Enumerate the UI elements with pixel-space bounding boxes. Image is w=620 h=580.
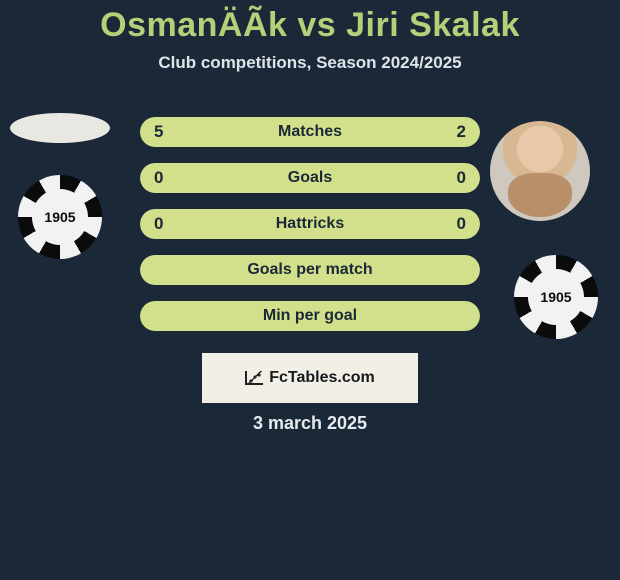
- club-right-year: 1905: [528, 269, 584, 325]
- stat-label: Goals per match: [140, 255, 480, 285]
- comparison-stage: 1905 1905 52Matches 00Goals 00Hattricks Goa…: [0, 99, 620, 349]
- stat-row: Min per goal: [140, 301, 480, 331]
- stat-row: 00Hattricks: [140, 209, 480, 239]
- stat-row: 00Goals: [140, 163, 480, 193]
- stat-label: Hattricks: [140, 209, 480, 239]
- stat-label: Matches: [140, 117, 480, 147]
- chart-icon: [245, 371, 263, 385]
- player-right-avatar: [490, 121, 590, 221]
- stat-label: Goals: [140, 163, 480, 193]
- page-title: OsmanÄÃ­k vs Jiri Skalak: [0, 6, 620, 45]
- club-right-crest: 1905: [514, 255, 598, 339]
- player-left-avatar: [10, 113, 110, 143]
- date-label: 3 march 2025: [0, 413, 620, 434]
- stat-row: Goals per match: [140, 255, 480, 285]
- brand-box: FcTables.com: [202, 353, 418, 403]
- club-left-crest: 1905: [18, 175, 102, 259]
- club-left-year: 1905: [32, 189, 88, 245]
- brand-text: FcTables.com: [269, 369, 375, 387]
- subtitle: Club competitions, Season 2024/2025: [0, 53, 620, 73]
- stat-label: Min per goal: [140, 301, 480, 331]
- stat-row: 52Matches: [140, 117, 480, 147]
- comparison-card: OsmanÄÃ­k vs Jiri Skalak Club competitio…: [0, 0, 620, 434]
- stat-bars: 52Matches 00Goals 00Hattricks Goals per mat…: [140, 117, 480, 347]
